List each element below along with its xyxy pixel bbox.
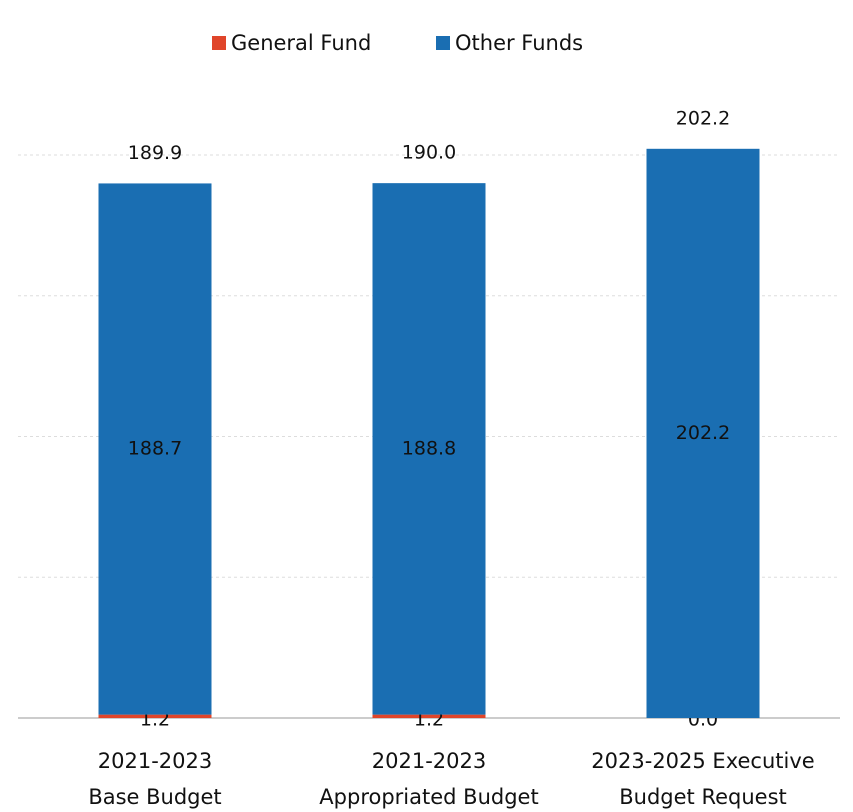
x-tick-label: 2021-2023: [372, 749, 486, 773]
x-tick-label: Budget Request: [619, 785, 787, 809]
total-label: 189.9: [128, 142, 182, 164]
bar-segment: [646, 148, 760, 718]
legend-swatch: [436, 36, 450, 50]
bar-segment: [372, 183, 486, 715]
value-label: 188.8: [402, 437, 456, 459]
bar-segment: [98, 714, 212, 718]
value-label: 202.2: [676, 422, 730, 444]
legend-label: General Fund: [231, 31, 371, 55]
total-label: 202.2: [676, 107, 730, 129]
legend-swatch: [212, 36, 226, 50]
x-tick-label: Appropriated Budget: [319, 785, 538, 809]
value-label: 188.7: [128, 438, 182, 460]
bar-segment: [372, 714, 486, 718]
bar-segment: [98, 183, 212, 715]
x-tick-label: 2023-2025 Executive: [591, 749, 814, 773]
x-tick-label: Base Budget: [88, 785, 221, 809]
x-tick-label: 2021-2023: [98, 749, 212, 773]
legend-label: Other Funds: [455, 31, 583, 55]
total-label: 190.0: [402, 142, 456, 164]
